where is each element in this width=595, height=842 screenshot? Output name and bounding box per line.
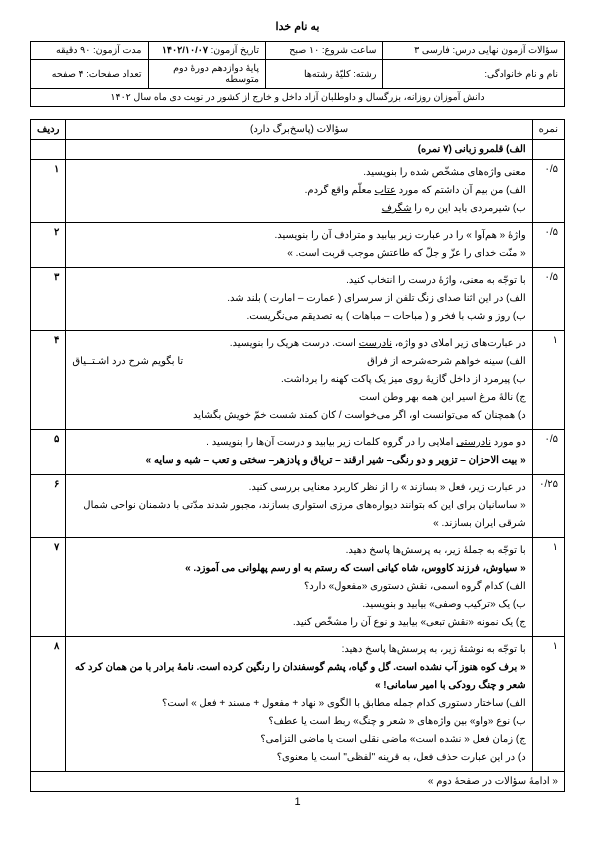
- question-4: ۱ در عبارت‌های زیر املای دو واژه، نادرست…: [31, 331, 565, 430]
- q1-line1: معنی واژه‌های مشخّص شده را بنویسید.: [72, 164, 525, 182]
- q2-num: ۲: [31, 223, 66, 268]
- q7-line3: الف) کدام گروه اسمی، نقش دستوری «مفعول» …: [72, 578, 525, 596]
- question-1: ۰/۵ معنی واژه‌های مشخّص شده را بنویسید. …: [31, 160, 565, 223]
- question-8: ۱ با توجّه به نوشتهٔ زیر، به پرسش‌ها پاس…: [31, 637, 565, 772]
- q1-underline-2: شگرف: [382, 203, 412, 214]
- q2-line2: « منّت خدای را عزّ و جلّ که طاعتش موجب ق…: [72, 245, 525, 263]
- exam-session-text: دانش آموزان روزانه، بزرگسال و داوطلبان آ…: [31, 89, 565, 107]
- q8-line6: د) در این عبارت حذف فعل، به قرینه "لفظی"…: [72, 749, 525, 767]
- row-header: ردیف: [31, 120, 66, 140]
- field-label: رشته:: [353, 69, 376, 80]
- pages-label: تعداد صفحات:: [86, 69, 141, 80]
- info-row-1: سؤالات آزمون نهایی درس: فارسی ۳ ساعت شرو…: [31, 42, 565, 60]
- q6-line1: در عبارت زیر، فعل « بسازند » را از نظر ک…: [72, 479, 525, 497]
- q7-line2: « سیاوش، فرزند کاووس، شاه کیانی است که ر…: [72, 560, 525, 578]
- question-6: ۰/۲۵ در عبارت زیر، فعل « بسازند » را از …: [31, 475, 565, 538]
- q4-num: ۴: [31, 331, 66, 430]
- footer-row: « ادامهٔ سؤالات در صفحهٔ دوم »: [31, 772, 565, 792]
- q5-num: ۵: [31, 430, 66, 475]
- name-label: نام و نام خانوادگی:: [484, 69, 558, 80]
- q4-underline: نادرست: [359, 338, 392, 349]
- info-table: سؤالات آزمون نهایی درس: فارسی ۳ ساعت شرو…: [30, 41, 565, 107]
- date-label: تاریخ آزمون:: [211, 45, 259, 56]
- date-value: ۱۴۰۲/۱۰/۰۷: [162, 45, 208, 56]
- q8-line1: با توجّه به نوشتهٔ زیر، به پرسش‌ها پاسخ …: [72, 641, 525, 659]
- q1-score: ۰/۵: [532, 160, 564, 223]
- table-header-row: نمره سؤالات (پاسخ‌برگ دارد) ردیف: [31, 120, 565, 140]
- q7-line4: ب) یک «ترکیب وصفی» بیابید و بنویسید.: [72, 596, 525, 614]
- start-time-label: ساعت شروع:: [322, 45, 377, 56]
- field-value: کلیّهٔ رشته‌ها: [304, 69, 351, 80]
- q8-line2: « برف کوه هنوز آب نشده است. گل و گیاه، پ…: [72, 659, 525, 695]
- section-a-title: الف) قلمرو زبانی (۷ نمره): [66, 140, 532, 160]
- q6-line2: « ساسانیان برای این که بتوانند دیواره‌ها…: [72, 497, 525, 533]
- q3-score: ۰/۵: [532, 268, 564, 331]
- q7-score: ۱: [532, 538, 564, 637]
- page-title: به نام خدا: [30, 20, 565, 33]
- question-2: ۰/۵ واژهٔ « هم‌آوا » را در عبارت زیر بیا…: [31, 223, 565, 268]
- q3-num: ۳: [31, 268, 66, 331]
- q1-num: ۱: [31, 160, 66, 223]
- section-a-row: الف) قلمرو زبانی (۷ نمره): [31, 140, 565, 160]
- q6-score: ۰/۲۵: [532, 475, 564, 538]
- q4-line4: ج) نالهٔ مرغ اسیر این همه بهر وطن است: [72, 389, 525, 407]
- duration-value: ۹۰ دقیقه: [56, 45, 90, 56]
- info-row-2: نام و نام خانوادگی: رشته: کلیّهٔ رشته‌ها…: [31, 60, 565, 89]
- start-time-value: ۱۰ صبح: [289, 45, 319, 56]
- grade-value: پایهٔ دوازدهم دورهٔ دوم متوسطه: [173, 63, 259, 85]
- q6-num: ۶: [31, 475, 66, 538]
- question-3: ۰/۵ با توجّه به معنی، واژهٔ درست را انتخ…: [31, 268, 565, 331]
- q4-score: ۱: [532, 331, 564, 430]
- q5-underline: نادرستی: [456, 437, 491, 448]
- q2-line1: واژهٔ « هم‌آوا » را در عبارت زیر بیابید …: [72, 227, 525, 245]
- info-row-3: دانش آموزان روزانه، بزرگسال و داوطلبان آ…: [31, 89, 565, 107]
- q3-line1: با توجّه به معنی، واژهٔ درست را انتخاب ک…: [72, 272, 525, 290]
- question-5: ۰/۵ دو مورد نادرستی املایی را در گروه کل…: [31, 430, 565, 475]
- q3-line3: ب) روز و شب با فخر و ( مباحات – مباهات )…: [72, 308, 525, 326]
- q4-line2a: الف) سینه خواهم شرحه‌شرحه از فراق: [367, 353, 526, 371]
- pages-value: ۴ صفحه: [52, 69, 84, 80]
- duration-label: مدت آزمون:: [93, 45, 142, 56]
- questions-header: سؤالات (پاسخ‌برگ دارد): [66, 120, 532, 140]
- q4-line2b: تا بگویم شرح درد اشـتــیاق: [72, 353, 183, 371]
- q4-line5: د) همچنان که می‌توانست او، اگر می‌خواست …: [72, 407, 525, 425]
- q7-num: ۷: [31, 538, 66, 637]
- page-number: 1: [30, 796, 565, 808]
- questions-table: نمره سؤالات (پاسخ‌برگ دارد) ردیف الف) قل…: [30, 119, 565, 792]
- q7-line5: ج) یک نمونه «نقش تبعی» بیابید و نوع آن ر…: [72, 614, 525, 632]
- q3-line2: الف) در این اثنا صدای زنگ تلفن از سرسرای…: [72, 290, 525, 308]
- continue-text: « ادامهٔ سؤالات در صفحهٔ دوم »: [31, 772, 565, 792]
- subject-label: سؤالات آزمون نهایی درس:: [452, 45, 558, 56]
- q8-line4: ب) نوع «واو» بین واژه‌های « شعر و چنگ» ر…: [72, 713, 525, 731]
- q8-line5: ج) زمان فعل « نشده است» ماضی نقلی است یا…: [72, 731, 525, 749]
- question-7: ۱ با توجّه به جملهٔ زیر، به پرسش‌ها پاسخ…: [31, 538, 565, 637]
- q5-score: ۰/۵: [532, 430, 564, 475]
- q2-score: ۰/۵: [532, 223, 564, 268]
- subject-value: فارسی ۳: [414, 45, 450, 56]
- q5-line2: « بیت الاحزان – تزویر و دو رنگی– شیر ارق…: [72, 452, 525, 470]
- score-header: نمره: [532, 120, 564, 140]
- q4-line3: ب) پیرمرد از داخل گازیهٔ روی میز یک پاکت…: [72, 371, 525, 389]
- q8-num: ۸: [31, 637, 66, 772]
- q8-line3: الف) ساختار دستوری کدام جمله مطابق با ال…: [72, 695, 525, 713]
- q1-underline-1: عتاب: [375, 185, 396, 196]
- q7-line1: با توجّه به جملهٔ زیر، به پرسش‌ها پاسخ د…: [72, 542, 525, 560]
- q8-score: ۱: [532, 637, 564, 772]
